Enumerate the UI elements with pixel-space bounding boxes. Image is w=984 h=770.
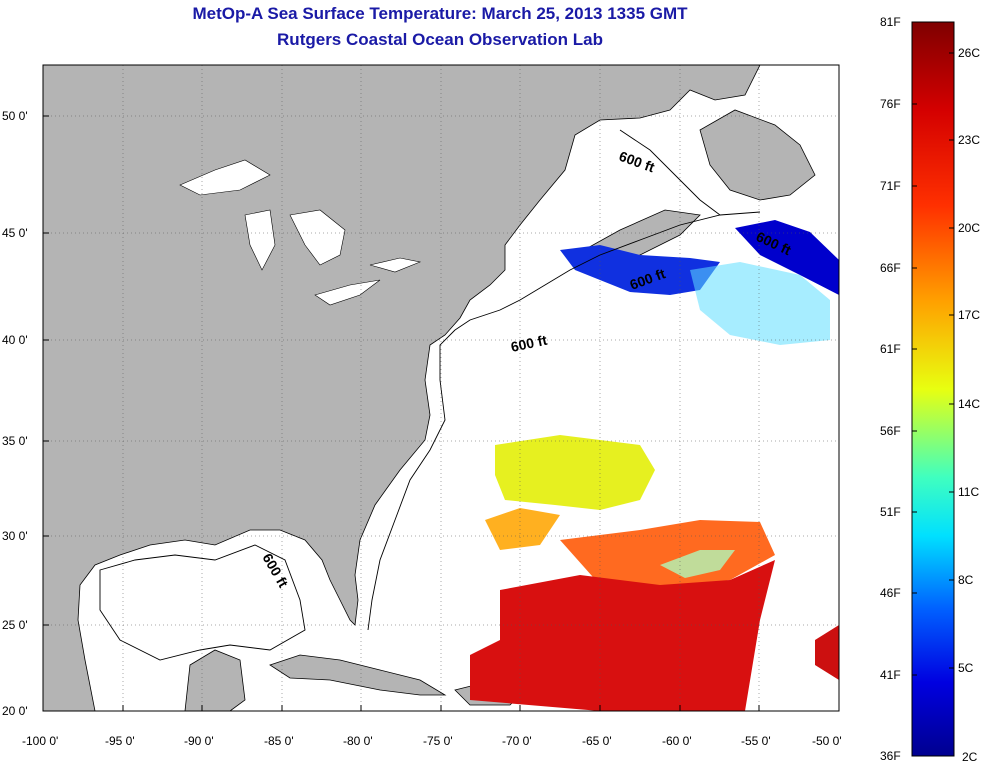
land-north-america bbox=[43, 65, 761, 711]
colorbar-f-label: 66F bbox=[880, 261, 901, 275]
lat-label: 25 0' bbox=[2, 618, 28, 632]
colorbar-f-label: 56F bbox=[880, 424, 901, 438]
lon-label: -90 0' bbox=[184, 734, 214, 748]
colorbar-ticks bbox=[912, 21, 954, 676]
colorbar-f-label: 81F bbox=[880, 15, 901, 29]
colorbar-c-label: 26C bbox=[958, 46, 981, 60]
lat-label: 45 0' bbox=[2, 226, 28, 240]
colorbar-c-label: 23C bbox=[958, 133, 981, 147]
map-subtitle: Rutgers Coastal Ocean Observation Lab bbox=[277, 30, 603, 49]
lat-label: 50 0' bbox=[2, 109, 28, 123]
land-newfoundland bbox=[699, 109, 816, 201]
colorbar-c-label: 11C bbox=[958, 485, 980, 499]
colorbar-c-label: 5C bbox=[958, 661, 974, 675]
graticule bbox=[43, 65, 839, 711]
contour-label: 600 ft bbox=[509, 332, 548, 355]
colorbar-c-label: 14C bbox=[958, 397, 981, 411]
lon-label: -75 0' bbox=[423, 734, 453, 748]
colorbar-f-label: 46F bbox=[880, 586, 901, 600]
lon-label: -95 0' bbox=[105, 734, 135, 748]
lon-label: -55 0' bbox=[741, 734, 771, 748]
colorbar-c-label: 2C bbox=[962, 750, 978, 764]
map-title: MetOp-A Sea Surface Temperature: March 2… bbox=[192, 4, 688, 23]
lon-label: -65 0' bbox=[582, 734, 612, 748]
lon-label: -85 0' bbox=[264, 734, 294, 748]
colorbar bbox=[911, 21, 955, 757]
axis-ticks bbox=[43, 115, 760, 711]
colorbar-f-label: 41F bbox=[880, 668, 901, 682]
lat-label: 40 0' bbox=[2, 333, 28, 347]
lon-label: -100 0' bbox=[22, 734, 59, 748]
colorbar-f-label: 36F bbox=[880, 749, 901, 763]
isobath-600ft bbox=[99, 129, 761, 661]
colorbar-f-label: 71F bbox=[880, 179, 901, 193]
colorbar-f-label: 51F bbox=[880, 505, 901, 519]
lat-label: 20 0' bbox=[2, 704, 28, 718]
colorbar-f-label: 76F bbox=[880, 97, 901, 111]
lon-label: -50 0' bbox=[812, 734, 842, 748]
colorbar-c-label: 17C bbox=[958, 308, 981, 322]
lon-label: -70 0' bbox=[502, 734, 532, 748]
lon-label: -80 0' bbox=[343, 734, 373, 748]
lon-label: -60 0' bbox=[662, 734, 692, 748]
colorbar-c-label: 8C bbox=[958, 573, 974, 587]
land-cuba bbox=[269, 654, 447, 696]
colorbar-f-label: 61F bbox=[880, 342, 901, 356]
lat-label: 30 0' bbox=[2, 529, 28, 543]
lat-label: 35 0' bbox=[2, 434, 28, 448]
colorbar-c-label: 20C bbox=[958, 221, 981, 235]
land-yucatan bbox=[184, 649, 246, 711]
great-lakes bbox=[179, 159, 422, 306]
